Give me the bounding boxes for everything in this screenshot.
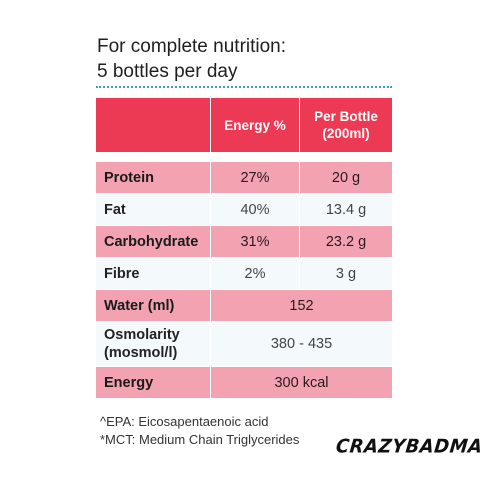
header-per-bottle: Per Bottle (200ml) <box>300 98 392 152</box>
table-row-osmolarity: Osmolarity (mosmol/l) 380 - 435 <box>96 322 392 367</box>
row-per-bottle: 20 g <box>331 169 361 186</box>
table-row-fat: Fat 40% 13.4 g <box>96 194 392 226</box>
row-value: 152 <box>289 297 314 314</box>
row-label: Fibre <box>96 258 211 289</box>
dotted-divider <box>96 86 392 88</box>
table-row-fibre: Fibre 2% 3 g <box>96 258 392 290</box>
header-energy-percent: Energy % <box>211 98 300 152</box>
row-value: 380 - 435 <box>270 336 333 352</box>
row-label: Energy <box>96 367 211 398</box>
table-row-water: Water (ml) 152 <box>96 290 392 322</box>
row-label: Water (ml) <box>96 290 211 321</box>
footnote-mct: *MCT: Medium Chain Triglycerides <box>100 432 300 447</box>
table-row-protein: Protein 27% 20 g <box>96 162 392 194</box>
row-energy: 2% <box>211 258 300 289</box>
row-per-bottle: 23.2 g <box>325 233 367 250</box>
row-energy: 40% <box>211 194 300 225</box>
header-per-bottle-line-1: Per Bottle <box>314 109 378 124</box>
header-cell-blank <box>96 98 211 152</box>
brand-logo: CRAZYBADMAN <box>334 435 480 458</box>
heading-line-2: 5 bottles per day <box>97 61 238 82</box>
row-per-bottle: 13.4 g <box>325 201 367 218</box>
row-label: Carbohydrate <box>96 226 211 257</box>
table-row-carbohydrate: Carbohydrate 31% 23.2 g <box>96 226 392 258</box>
table-row-energy: Energy 300 kcal <box>96 367 392 399</box>
row-value: 300 kcal <box>274 374 329 391</box>
row-label-line-2: (mosmol/l) <box>104 345 178 361</box>
row-energy: 27% <box>211 162 300 193</box>
header-per-bottle-line-2: (200ml) <box>322 126 370 141</box>
row-label: Fat <box>96 194 211 225</box>
page-heading: For complete nutrition: 5 bottles per da… <box>97 34 286 84</box>
row-energy: 31% <box>211 226 300 257</box>
row-label-line-1: Osmolarity <box>104 327 180 343</box>
row-per-bottle: 3 g <box>335 265 357 282</box>
table-header-row: Energy % Per Bottle (200ml) <box>96 98 392 153</box>
row-label: Protein <box>96 162 211 193</box>
row-label: Osmolarity (mosmol/l) <box>96 322 211 366</box>
heading-line-1: For complete nutrition: <box>97 36 287 57</box>
footnote-epa: ^EPA: Eicosapentaenoic acid <box>100 414 269 429</box>
nutrition-table: Energy % Per Bottle (200ml) Protein 27% … <box>96 98 392 399</box>
